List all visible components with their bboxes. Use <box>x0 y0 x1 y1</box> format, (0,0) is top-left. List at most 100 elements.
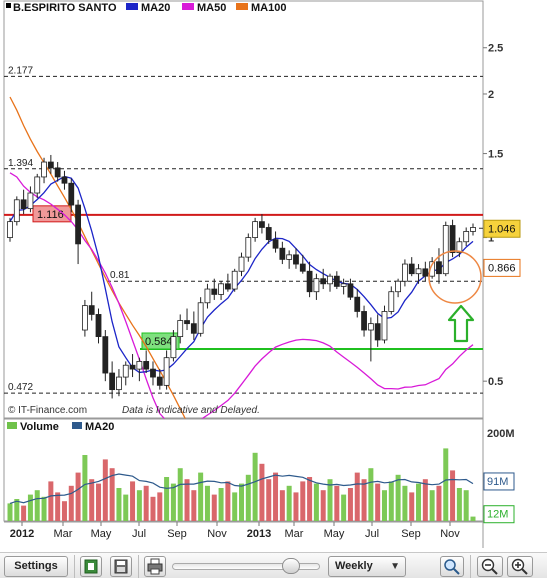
candle <box>367 317 374 362</box>
toolbar: Settings Weekly ▼ <box>0 552 547 578</box>
candle-body <box>34 176 41 194</box>
candle <box>109 361 116 399</box>
volume-bar <box>273 472 279 521</box>
zoom-slider-track[interactable] <box>172 563 320 570</box>
volume-bar <box>27 494 33 521</box>
volume-bar <box>313 483 319 521</box>
candle-body <box>347 283 354 298</box>
volume-bar <box>21 505 27 521</box>
volume-bar <box>143 485 149 521</box>
candle-body <box>41 161 47 178</box>
volume-bar <box>61 501 67 521</box>
volume-bar <box>381 490 387 521</box>
volume-legend-swatch <box>7 422 17 429</box>
period-dropdown[interactable]: Weekly ▼ <box>328 556 406 577</box>
candle-body <box>75 204 81 245</box>
candle <box>81 299 88 337</box>
last-price-label: 1.046 <box>488 223 516 235</box>
candle <box>75 199 81 265</box>
x-tick-label: Nov <box>207 528 227 540</box>
volume-bar <box>409 492 415 521</box>
candle <box>218 281 224 300</box>
candle-body <box>333 275 340 287</box>
legend-label: B.ESPIRITO SANTO <box>13 2 117 14</box>
volume-bar <box>123 494 129 521</box>
candle-body <box>20 199 27 210</box>
volume-bar <box>456 488 462 521</box>
volume-bar <box>361 479 367 521</box>
volume-bar <box>150 496 156 521</box>
print-button[interactable] <box>144 556 166 577</box>
candle-body <box>61 176 68 184</box>
candle <box>177 314 184 344</box>
candle-body <box>204 288 211 304</box>
up-arrow-annotation <box>447 304 475 343</box>
volume-bar <box>41 496 47 521</box>
excel-export-button[interactable] <box>80 556 102 577</box>
candle-body <box>224 283 231 290</box>
last-price-badge <box>483 219 521 238</box>
volume-bar <box>198 472 204 521</box>
candle-body <box>211 288 218 295</box>
candle <box>327 273 333 292</box>
candle-body <box>408 263 415 275</box>
candle-body <box>190 323 197 334</box>
candle-body <box>68 182 75 206</box>
candle <box>456 237 463 258</box>
volume-bar <box>184 479 190 521</box>
candle-body <box>265 227 272 241</box>
y-tick-label: 1 <box>488 233 494 245</box>
volume-bar <box>239 483 244 521</box>
candle <box>395 278 402 298</box>
toolbar-divider <box>74 555 75 578</box>
candle <box>463 227 470 247</box>
candle-body <box>184 320 190 325</box>
candle-body <box>388 291 395 312</box>
volume-bar <box>347 488 353 521</box>
volume-bar <box>470 516 476 521</box>
zoom-out-icon <box>481 558 498 575</box>
zoom-reset-button[interactable] <box>440 556 464 577</box>
price-panel[interactable]: 2.5 2 1.5 1 0.5 2.177 1.394 0.81 0.472 1.116 0.584… <box>3 0 521 548</box>
y-tick-label: 2.5 <box>488 43 503 55</box>
zoom-slider-thumb[interactable] <box>282 558 300 574</box>
volume-panel[interactable]: Volume MA20 200M 91M 12M <box>3 418 515 524</box>
candle <box>293 248 299 269</box>
x-tick-label: Mar <box>285 528 304 540</box>
volume-bar <box>170 483 176 521</box>
candle <box>68 178 75 213</box>
candle-body <box>320 278 327 285</box>
candle-body <box>299 263 306 272</box>
candle <box>279 241 286 265</box>
candle <box>259 214 265 234</box>
candle <box>388 286 395 315</box>
level-label: 1.394 <box>8 158 33 169</box>
candle <box>54 162 61 182</box>
zoom-out-button[interactable] <box>477 556 503 577</box>
zoom-in-button[interactable] <box>507 556 533 577</box>
volume-y-tick-label: 200M <box>487 428 515 440</box>
volume-legend-swatch <box>72 422 82 429</box>
candle-body <box>463 231 470 243</box>
settings-button[interactable]: Settings <box>4 556 68 577</box>
candle-body <box>449 225 456 254</box>
volume-bar <box>259 463 265 521</box>
period-dropdown-label: Weekly <box>335 560 373 572</box>
highlight-circle <box>428 250 482 304</box>
candle <box>116 369 122 397</box>
ma-value-badge <box>483 258 521 277</box>
candle-body <box>231 270 238 290</box>
candle-body <box>456 241 463 254</box>
volume-bar <box>341 494 347 521</box>
chevron-down-icon: ▼ <box>390 561 400 572</box>
candle <box>381 305 388 344</box>
candle <box>436 248 442 284</box>
candle <box>272 231 279 253</box>
candle-body <box>197 302 204 334</box>
volume-legend-label: MA20 <box>85 421 114 433</box>
volume-bar <box>191 490 197 521</box>
volume-bar <box>164 477 170 521</box>
candle-body <box>109 372 116 391</box>
save-button[interactable] <box>110 556 132 577</box>
candle <box>156 369 163 390</box>
